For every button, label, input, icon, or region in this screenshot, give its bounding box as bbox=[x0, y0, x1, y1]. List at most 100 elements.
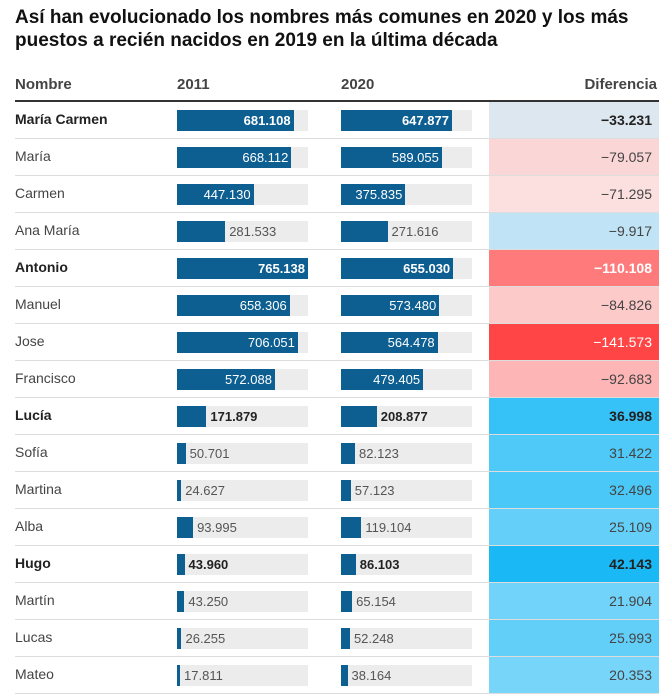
difference-cell: 31.422 bbox=[489, 435, 659, 471]
difference-cell: −92.683 bbox=[489, 361, 659, 397]
bar bbox=[177, 591, 185, 612]
table-row: Antonio 765.138 655.030 −110.108 bbox=[15, 250, 659, 287]
bar-label: 271.616 bbox=[391, 224, 439, 239]
bar-label: 658.306 bbox=[239, 298, 287, 313]
difference-label: −110.108 bbox=[593, 260, 652, 276]
difference-cell: 42.143 bbox=[489, 546, 659, 582]
difference-cell: −9.917 bbox=[489, 213, 659, 249]
name-cell: Jose bbox=[15, 333, 45, 349]
bar-label: 655.030 bbox=[403, 261, 451, 276]
difference-cell: 21.904 bbox=[489, 583, 659, 619]
difference-cell: 20.353 bbox=[489, 657, 659, 693]
difference-cell: −71.295 bbox=[489, 176, 659, 212]
bar-track: 479.405 bbox=[341, 369, 472, 390]
bar-track: 647.877 bbox=[341, 110, 472, 131]
bar-label: 281.533 bbox=[229, 224, 277, 239]
table-row: Martina 24.627 57.123 32.496 bbox=[15, 472, 659, 509]
difference-label: −84.826 bbox=[601, 297, 652, 313]
table-row: Carmen 447.130 375.835 −71.295 bbox=[15, 176, 659, 213]
bar-label: 375.835 bbox=[355, 187, 403, 202]
bar-label: 52.248 bbox=[353, 631, 394, 646]
bar-label: 50.701 bbox=[189, 446, 230, 461]
bar-label: 24.627 bbox=[185, 483, 225, 498]
bar-label: 93.995 bbox=[197, 520, 237, 535]
bar bbox=[341, 443, 356, 464]
difference-cell: −84.826 bbox=[489, 287, 659, 323]
bar-track: 50.701 bbox=[177, 443, 308, 464]
bar bbox=[177, 517, 194, 538]
table-row: Francisco 572.088 479.405 −92.683 bbox=[15, 361, 659, 398]
bar bbox=[341, 628, 350, 649]
table-row: Jose 706.051 564.478 −141.573 bbox=[15, 324, 659, 361]
difference-label: 20.353 bbox=[609, 667, 652, 683]
bar bbox=[341, 591, 353, 612]
table-row: Martín 43.250 65.154 21.904 bbox=[15, 583, 659, 620]
bar-track: 658.306 bbox=[177, 295, 308, 316]
column-header: 2020 bbox=[341, 76, 375, 93]
bar-track: 208.877 bbox=[341, 406, 472, 427]
bar bbox=[341, 221, 388, 242]
bar bbox=[341, 554, 356, 575]
bar-track: 86.103 bbox=[341, 554, 472, 575]
table-row: Manuel 658.306 573.480 −84.826 bbox=[15, 287, 659, 324]
bar bbox=[177, 480, 182, 501]
name-cell: Carmen bbox=[15, 185, 65, 201]
difference-label: −33.231 bbox=[601, 112, 652, 128]
bar bbox=[177, 665, 181, 686]
difference-cell: 36.998 bbox=[489, 398, 659, 434]
bar-track: 271.616 bbox=[341, 221, 472, 242]
bar bbox=[341, 517, 362, 538]
bar-label: 171.879 bbox=[210, 409, 258, 424]
bar-track: 572.088 bbox=[177, 369, 308, 390]
difference-cell: 25.993 bbox=[489, 620, 659, 656]
column-header: Nombre bbox=[15, 76, 72, 93]
difference-label: −141.573 bbox=[593, 334, 652, 350]
difference-cell: −141.573 bbox=[489, 324, 659, 360]
title: Así han evolucionado los nombres más com… bbox=[15, 7, 629, 51]
bar-label: 681.108 bbox=[243, 113, 291, 128]
table-row: Ana María 281.533 271.616 −9.917 bbox=[15, 213, 659, 250]
bar bbox=[177, 147, 292, 168]
bar bbox=[341, 110, 452, 131]
bar bbox=[341, 184, 406, 205]
bar-track: 765.138 bbox=[177, 258, 308, 279]
name-cell: Ana María bbox=[15, 222, 80, 238]
bar bbox=[177, 628, 182, 649]
name-cell: Sofía bbox=[15, 444, 48, 460]
difference-label: 32.496 bbox=[609, 482, 652, 498]
bar-label: 706.051 bbox=[247, 335, 295, 350]
bar-track: 52.248 bbox=[341, 628, 472, 649]
bar-track: 281.533 bbox=[177, 221, 308, 242]
bar-track: 65.154 bbox=[341, 591, 472, 612]
bar bbox=[341, 406, 377, 427]
bar-label: 65.154 bbox=[356, 594, 396, 609]
name-cell: Manuel bbox=[15, 296, 61, 312]
bar-label: 43.250 bbox=[188, 594, 229, 609]
bar bbox=[177, 295, 290, 316]
bar-track: 17.811 bbox=[177, 665, 308, 686]
bar-track: 26.255 bbox=[177, 628, 308, 649]
bar-track: 82.123 bbox=[341, 443, 472, 464]
bar-label: 647.877 bbox=[401, 113, 449, 128]
bar bbox=[341, 147, 442, 168]
bar-track: 43.960 bbox=[177, 554, 308, 575]
name-cell: Antonio bbox=[15, 259, 68, 275]
difference-label: 42.143 bbox=[609, 556, 652, 572]
bar bbox=[341, 332, 438, 353]
table-row: Lucas 26.255 52.248 25.993 bbox=[15, 620, 659, 657]
table-row: Sofía 50.701 82.123 31.422 bbox=[15, 435, 659, 472]
bar-track: 706.051 bbox=[177, 332, 308, 353]
difference-label: −71.295 bbox=[601, 186, 652, 202]
difference-label: 21.904 bbox=[609, 593, 652, 609]
header-rule bbox=[15, 100, 659, 102]
bar-track: 38.164 bbox=[341, 665, 472, 686]
bar bbox=[177, 369, 275, 390]
difference-label: 36.998 bbox=[609, 408, 652, 424]
bar-label: 447.130 bbox=[203, 187, 251, 202]
name-cell: Martín bbox=[15, 592, 55, 608]
bar-label: 17.811 bbox=[184, 668, 223, 683]
difference-cell: −79.057 bbox=[489, 139, 659, 175]
bar-label: 564.478 bbox=[387, 335, 435, 350]
name-cell: María Carmen bbox=[15, 111, 108, 127]
bar-track: 447.130 bbox=[177, 184, 308, 205]
